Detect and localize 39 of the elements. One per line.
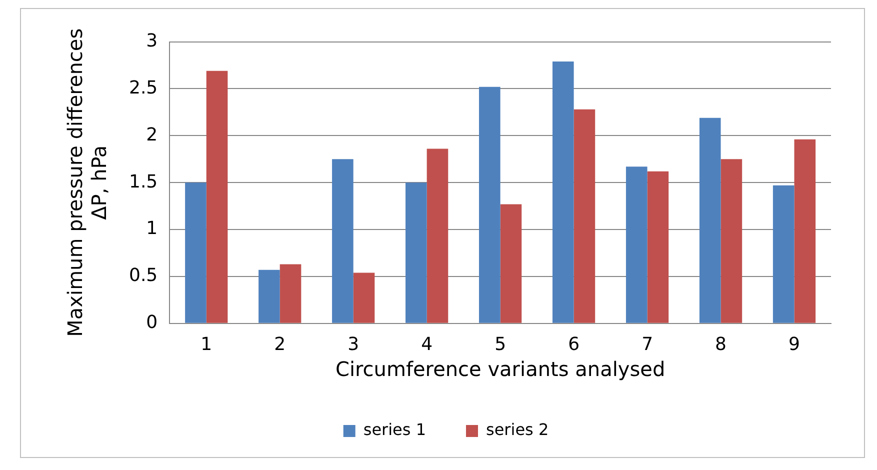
chart-frame: Circumference variants analysed Maximum pressure differences ΔP, hPa series 1 series 2 1 2 3 4 5 6 7 8 9 0 0.5 1 1.5 2 2.5 3 <box>20 8 865 458</box>
bar <box>258 270 280 323</box>
y-tick-label: 1 <box>146 218 158 240</box>
bar <box>720 159 742 323</box>
bar <box>185 182 206 323</box>
bar <box>206 70 228 323</box>
y-axis-title: Maximum pressure differences ΔP, hPa <box>63 28 112 337</box>
x-tick-label: 9 <box>788 334 800 355</box>
x-tick-label: 2 <box>274 334 286 355</box>
legend-label: series 2 <box>486 420 549 440</box>
bar <box>552 62 574 323</box>
bar <box>772 185 794 323</box>
x-tick-label: 7 <box>642 334 654 355</box>
bar <box>353 272 375 323</box>
x-tick-label: 3 <box>348 334 360 355</box>
y-tick-label: 1.5 <box>128 171 158 192</box>
bar <box>332 159 354 323</box>
y-tick-label: 0 <box>146 312 158 334</box>
y-tick-label: 0.5 <box>128 265 158 286</box>
x-tick-label: 8 <box>715 334 726 355</box>
x-axis-title: Circumference variants analysed <box>335 357 666 382</box>
bar <box>479 86 500 323</box>
bar <box>794 139 816 323</box>
y-tick-label: 2.5 <box>128 77 158 98</box>
x-tick-label: 4 <box>421 334 433 355</box>
bar <box>500 204 522 323</box>
bar <box>574 109 596 323</box>
bar <box>647 171 669 323</box>
legend-label: series 1 <box>363 420 426 440</box>
bar <box>626 166 648 323</box>
bar <box>699 118 721 323</box>
bar <box>406 182 427 323</box>
x-tick-label: 6 <box>568 334 580 355</box>
y-tick-label: 3 <box>146 30 158 52</box>
y-tick-label: 2 <box>146 124 158 146</box>
x-tick-label: 5 <box>494 334 506 355</box>
bar <box>426 148 448 323</box>
bar <box>280 264 302 323</box>
x-tick-label: 1 <box>200 334 212 355</box>
